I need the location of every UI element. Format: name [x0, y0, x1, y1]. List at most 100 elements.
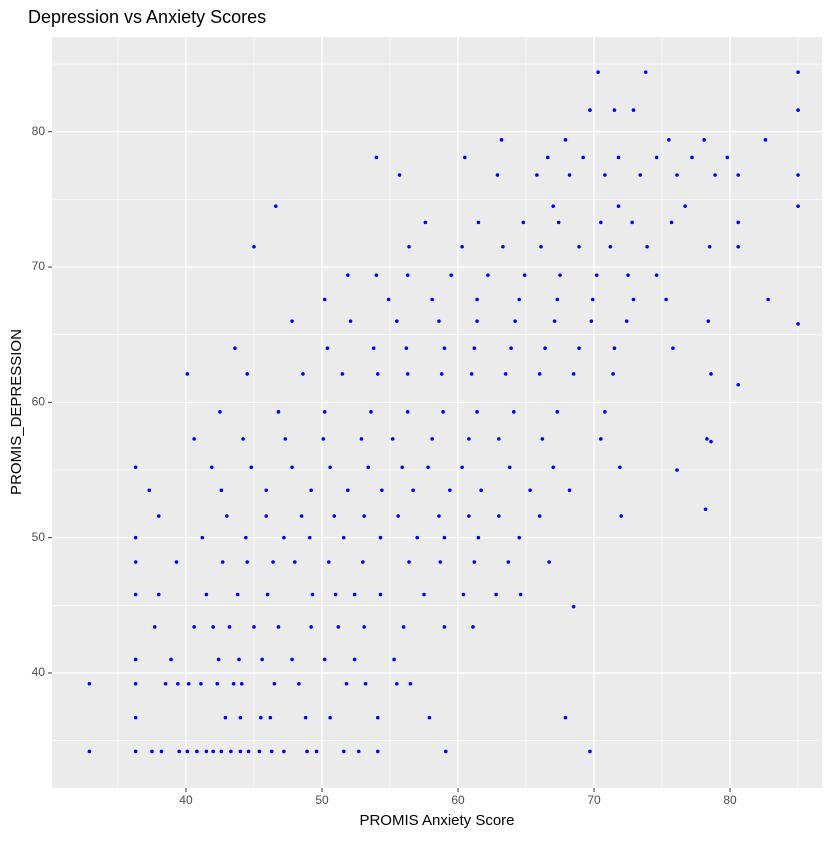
point [397, 173, 402, 177]
point [599, 437, 603, 441]
point [341, 749, 346, 754]
point [249, 465, 254, 470]
point [556, 220, 561, 225]
point [422, 592, 426, 597]
point [411, 488, 415, 493]
point [612, 346, 617, 351]
point [195, 749, 199, 754]
point [352, 657, 357, 662]
point [133, 465, 138, 470]
point [210, 465, 214, 470]
point [736, 220, 741, 225]
point [87, 749, 92, 754]
point [736, 382, 741, 387]
point [276, 410, 281, 414]
point [472, 346, 477, 351]
y-tick-label: 40 [32, 665, 46, 679]
point [671, 346, 675, 351]
x-tick-label: 40 [179, 793, 193, 807]
point [362, 514, 366, 518]
point [375, 715, 380, 720]
point [133, 715, 138, 720]
point [552, 319, 557, 323]
point [219, 488, 224, 493]
point [507, 465, 512, 470]
point [326, 560, 331, 564]
point [430, 437, 434, 441]
point [299, 514, 304, 518]
point [309, 488, 313, 493]
point [407, 560, 411, 564]
point [246, 749, 251, 754]
point [245, 372, 249, 376]
point [638, 173, 643, 177]
point [186, 682, 191, 686]
point [517, 535, 522, 540]
point [608, 244, 613, 249]
point [241, 437, 245, 441]
point [252, 244, 256, 249]
point [763, 138, 768, 142]
point [233, 346, 237, 351]
point [199, 682, 203, 686]
point [264, 488, 269, 493]
point [159, 749, 164, 754]
point [220, 560, 225, 564]
point [497, 514, 501, 518]
point [378, 592, 383, 597]
point [292, 560, 297, 564]
point [325, 346, 330, 351]
point [215, 682, 220, 686]
point [257, 749, 262, 754]
point [252, 625, 256, 629]
point [513, 319, 517, 323]
point [494, 592, 498, 597]
point [374, 273, 379, 277]
point [265, 592, 270, 597]
point [577, 244, 581, 249]
point [404, 346, 409, 351]
point [571, 604, 576, 609]
point [547, 560, 551, 564]
point [448, 488, 452, 493]
point [273, 204, 278, 208]
point [346, 273, 350, 277]
point [245, 560, 249, 564]
point [369, 410, 373, 414]
point [603, 410, 607, 414]
point [395, 319, 399, 323]
point [437, 514, 441, 518]
point [310, 592, 315, 597]
point [664, 297, 668, 302]
point [340, 372, 345, 376]
point [239, 682, 244, 686]
point [271, 560, 275, 564]
point [272, 682, 277, 686]
point [558, 273, 562, 277]
point [706, 319, 711, 323]
point [363, 682, 368, 686]
point [469, 372, 474, 376]
point [174, 560, 179, 564]
point [211, 749, 215, 754]
point [133, 592, 138, 597]
point [563, 715, 568, 720]
point [476, 535, 481, 540]
point [707, 244, 712, 249]
point [268, 715, 273, 720]
point [540, 437, 545, 441]
point [133, 657, 138, 662]
point [442, 535, 447, 540]
point [643, 70, 648, 74]
point [439, 372, 444, 376]
point [594, 273, 599, 277]
point [675, 173, 679, 177]
point [392, 657, 396, 662]
point [683, 204, 687, 208]
y-tick-label: 70 [32, 259, 46, 273]
point [238, 749, 243, 754]
point [147, 488, 152, 493]
point [396, 514, 400, 518]
y-tick-label: 60 [32, 395, 46, 409]
point [375, 749, 380, 754]
